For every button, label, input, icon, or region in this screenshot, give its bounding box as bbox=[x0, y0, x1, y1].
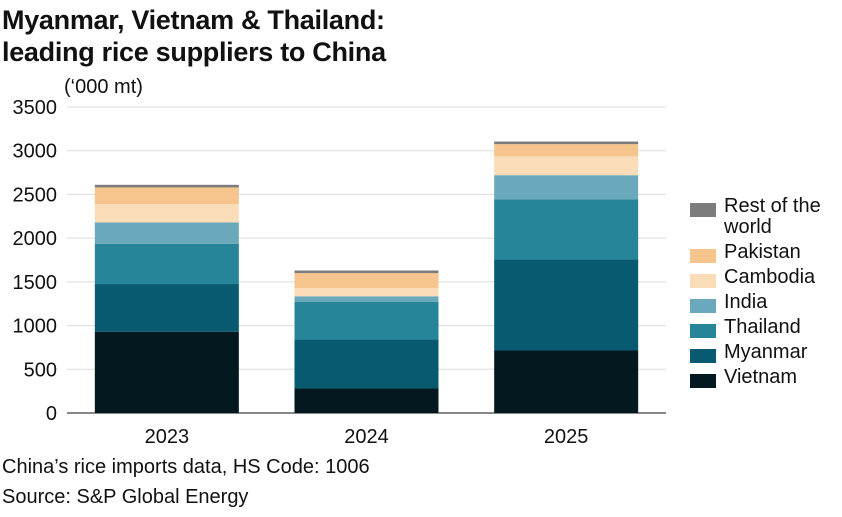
bar-2024-rest-of-the-world bbox=[294, 270, 439, 274]
bar-2025-thailand bbox=[494, 199, 639, 260]
legend-swatch-pakistan bbox=[690, 249, 716, 263]
legend-label-pakistan: Pakistan bbox=[724, 241, 801, 263]
legend-item-myanmar: Myanmar bbox=[690, 342, 840, 363]
legend-swatch-myanmar bbox=[690, 349, 716, 363]
data-note: China’s rice imports data, HS Code: 1006 bbox=[2, 456, 370, 478]
bar-2024-india bbox=[294, 296, 439, 302]
bar-2023-pakistan bbox=[94, 187, 239, 205]
chart-title-line-1: Myanmar, Vietnam & Thailand: bbox=[2, 5, 385, 35]
legend-label-vietnam: Vietnam bbox=[724, 366, 798, 388]
bar-2023-cambodia bbox=[94, 204, 239, 223]
bar-2024-myanmar bbox=[294, 339, 439, 389]
legend-item-thailand: Thailand bbox=[690, 317, 840, 338]
legend-label-thailand: Thailand bbox=[724, 316, 801, 338]
legend-item-cambodia: Cambodia bbox=[690, 267, 840, 288]
legend-item-vietnam: Vietnam bbox=[690, 367, 840, 388]
chart-title: Myanmar, Vietnam & Thailand: leading ric… bbox=[2, 4, 386, 68]
y-tick-label-1500: 1500 bbox=[13, 272, 58, 294]
bar-2025-cambodia bbox=[494, 156, 639, 176]
y-tick-label-3500: 3500 bbox=[13, 97, 58, 119]
bar-2024-thailand bbox=[294, 301, 439, 340]
legend-swatch-india bbox=[690, 299, 716, 313]
legend-label-rest-of-the-world: Rest of the world bbox=[724, 195, 821, 238]
y-tick-label-3000: 3000 bbox=[13, 141, 58, 163]
legend-item-india: India bbox=[690, 292, 840, 313]
legend-swatch-thailand bbox=[690, 324, 716, 338]
y-tick-label-2000: 2000 bbox=[13, 228, 58, 250]
legend-label-cambodia: Cambodia bbox=[724, 266, 816, 288]
x-tick-label-2023: 2023 bbox=[145, 426, 190, 448]
x-tick-label-2024: 2024 bbox=[344, 426, 389, 448]
y-tick-label-500: 500 bbox=[24, 359, 57, 381]
legend-label-myanmar: Myanmar bbox=[724, 341, 808, 363]
x-tick-label-2025: 2025 bbox=[544, 426, 589, 448]
y-axis-unit-label: (‘000 mt) bbox=[64, 76, 143, 98]
legend-item-rest-of-the-world: Rest of the world bbox=[690, 196, 840, 238]
bar-2023-rest-of-the-world bbox=[94, 184, 239, 188]
bar-2024-pakistan bbox=[294, 273, 439, 288]
legend-swatch-cambodia bbox=[690, 274, 716, 288]
stacked-bar-chart: 0 500 1000 1500 2000 2500 3000 3500 2023 2024 2025 bbox=[13, 97, 666, 448]
chart-legend: Rest of the world Pakistan Cambodia India Th… bbox=[690, 196, 840, 392]
y-tick-label-0: 0 bbox=[46, 403, 57, 425]
bar-2023-india bbox=[94, 222, 239, 244]
bar-2025-india bbox=[494, 175, 639, 200]
bar-2024-cambodia bbox=[294, 287, 439, 297]
bar-2023-thailand bbox=[94, 243, 239, 285]
bar-2024-vietnam bbox=[294, 388, 439, 413]
chart-title-line-2: leading rice suppliers to China bbox=[2, 37, 386, 67]
y-tick-label-2500: 2500 bbox=[13, 184, 58, 206]
legend-label-india: India bbox=[724, 291, 768, 313]
bar-2025-myanmar bbox=[494, 259, 639, 351]
y-tick-label-1000: 1000 bbox=[13, 316, 58, 338]
bar-2025-rest-of-the-world bbox=[494, 141, 639, 145]
source-note: Source: S&P Global Energy bbox=[2, 486, 249, 508]
legend-item-pakistan: Pakistan bbox=[690, 242, 840, 263]
bar-2023-myanmar bbox=[94, 284, 239, 332]
legend-swatch-vietnam bbox=[690, 374, 716, 388]
bar-2023-vietnam bbox=[94, 331, 239, 413]
bar-2025-pakistan bbox=[494, 144, 639, 157]
bar-2025-vietnam bbox=[494, 350, 639, 413]
legend-swatch-rest-of-the-world bbox=[690, 203, 716, 217]
